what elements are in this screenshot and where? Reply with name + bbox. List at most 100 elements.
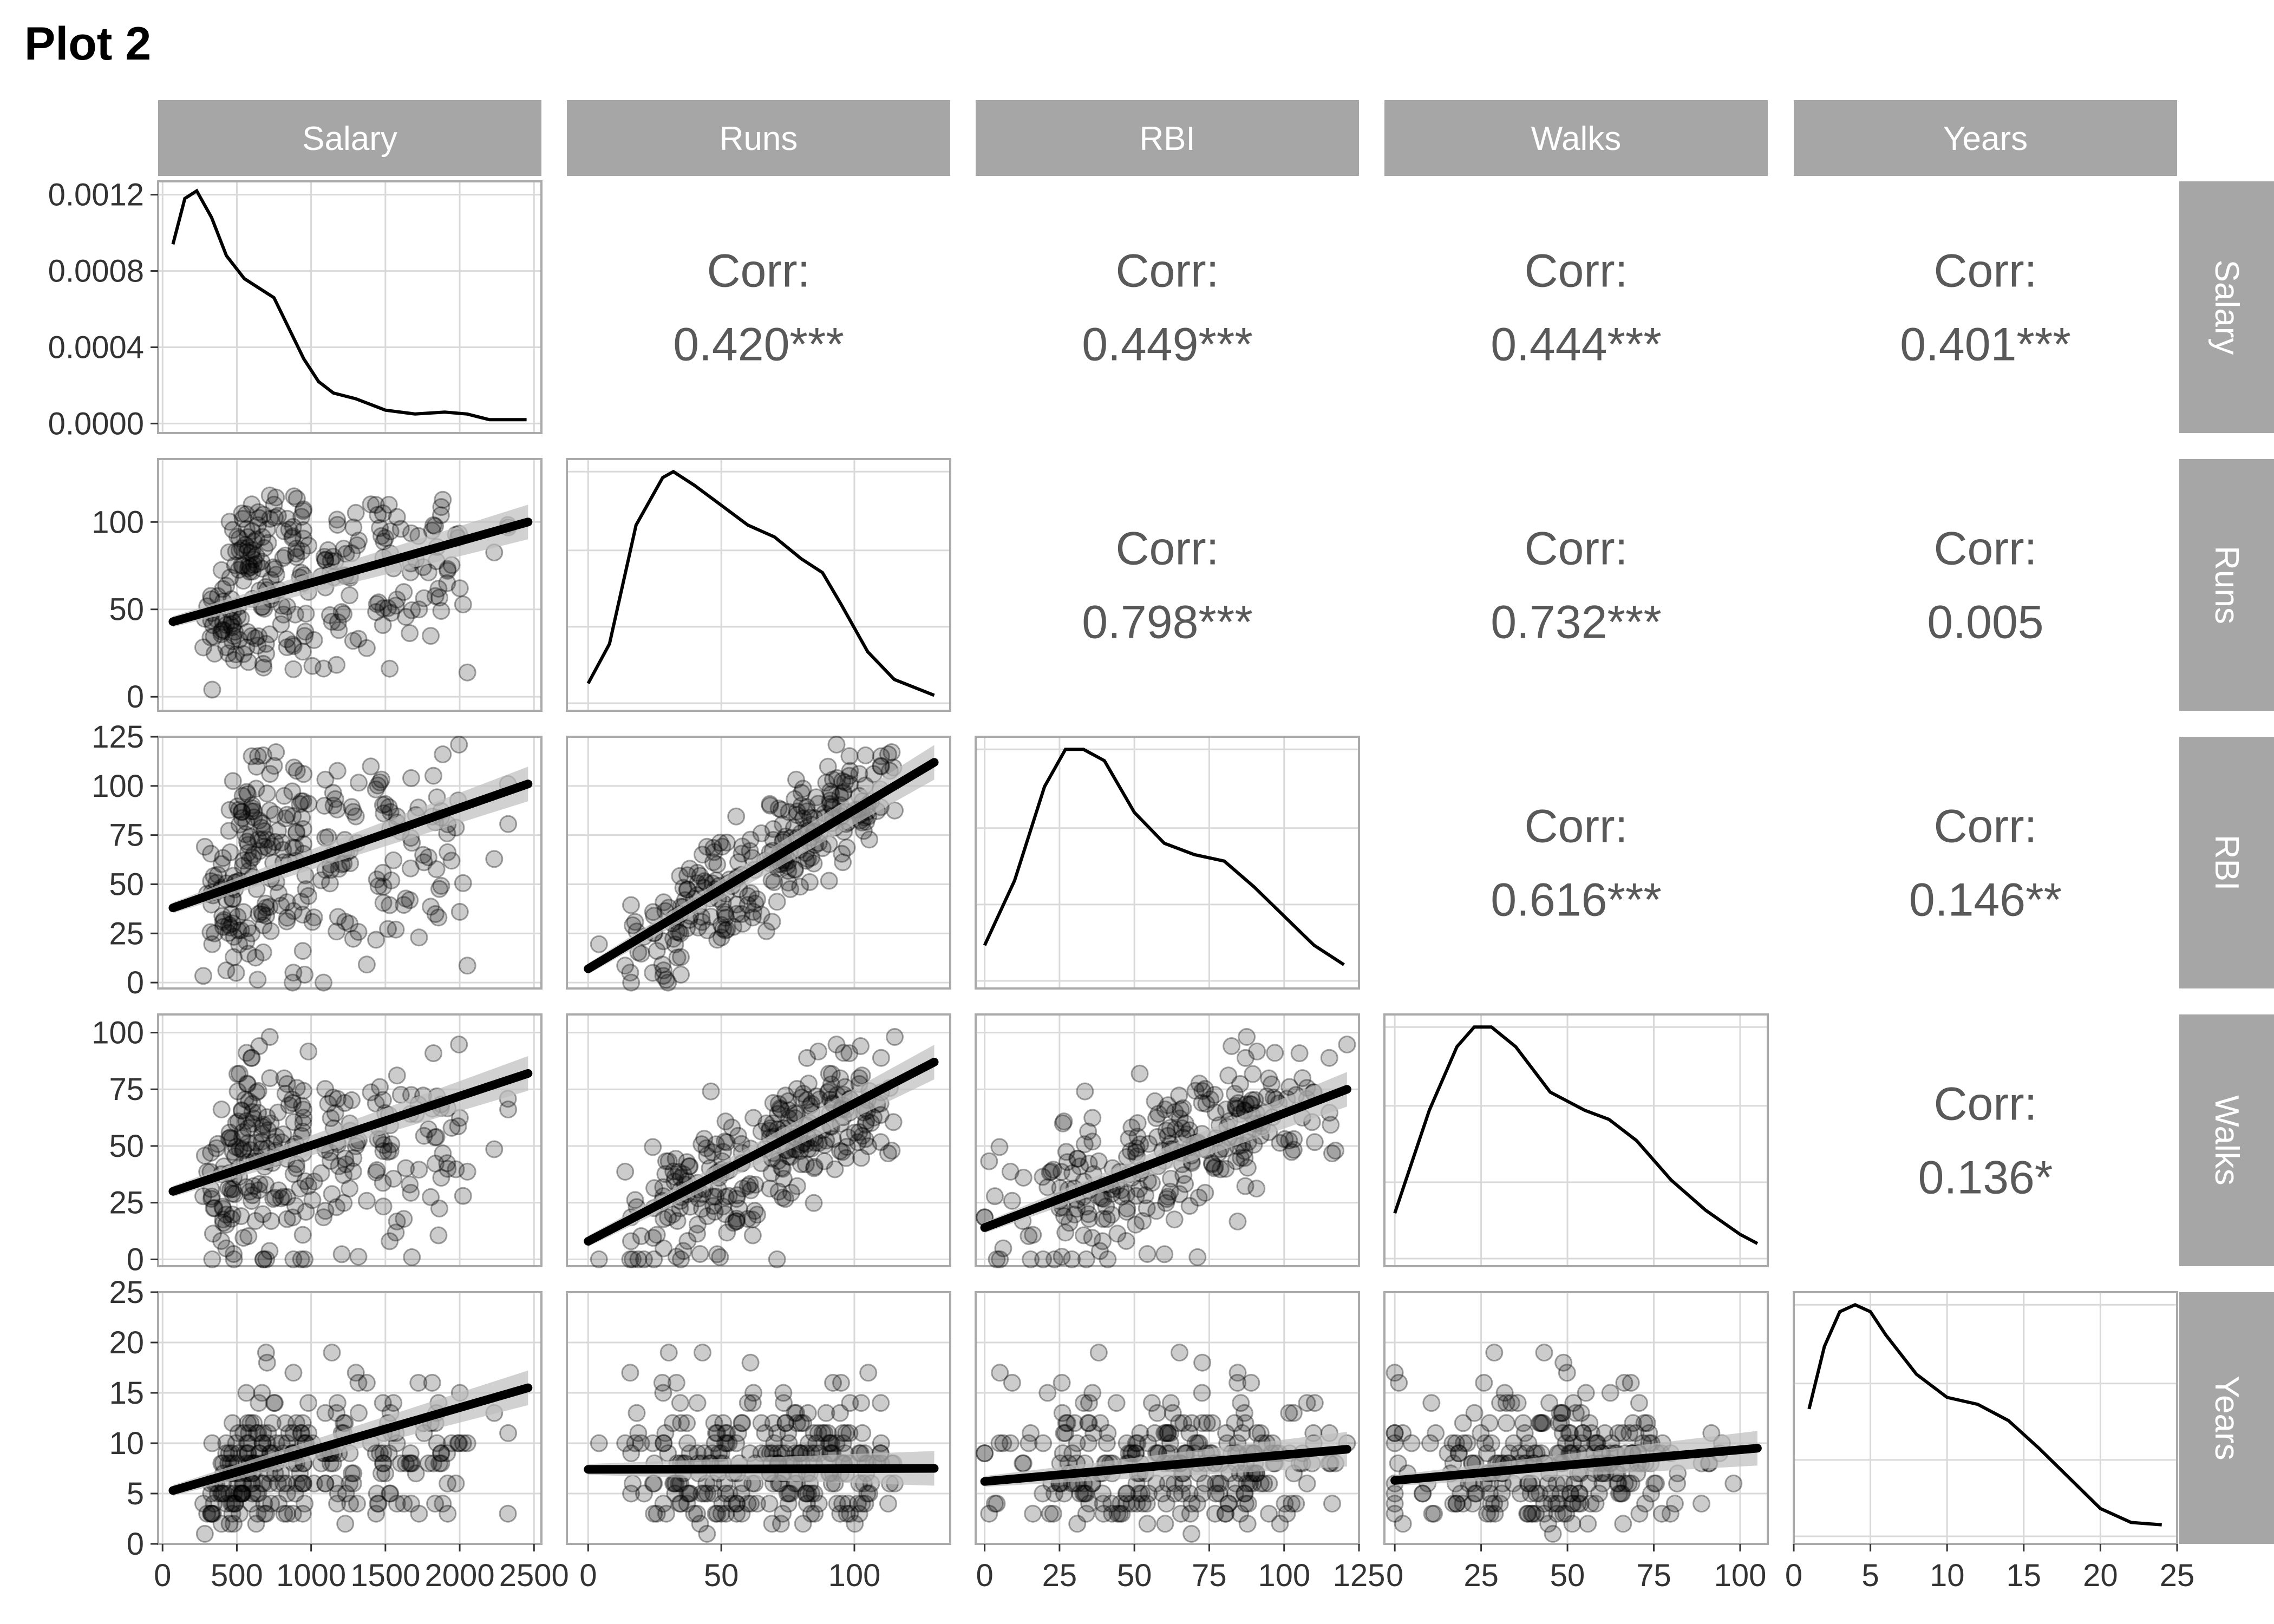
panel-rbi-walks: Corr:0.616*** <box>1491 801 1662 926</box>
scatter-point <box>275 1474 293 1492</box>
scatter-point <box>250 1181 268 1200</box>
scatter-point <box>439 1160 457 1178</box>
panel-walks-walks <box>1383 1013 1769 1267</box>
x-axis-walks: 0 25 50 75 100 <box>1386 1544 1766 1593</box>
scatter-point <box>1052 1163 1070 1181</box>
scatter-point <box>822 785 840 803</box>
scatter-point <box>238 1075 256 1093</box>
scatter-point <box>432 1444 450 1463</box>
scatter-point <box>621 1364 639 1382</box>
scatter-point <box>1472 1424 1490 1442</box>
scatter-point <box>1413 1484 1432 1503</box>
scatter-point <box>788 806 806 824</box>
scatter-point <box>237 638 256 657</box>
scatter-point <box>347 503 365 522</box>
scatter-point <box>229 1424 247 1442</box>
scatter-point <box>809 1424 827 1442</box>
scatter-point <box>849 1495 867 1513</box>
scatter-point <box>205 867 223 885</box>
x-tick-label: 100 <box>1258 1558 1310 1593</box>
strip-top-label: RBI <box>1139 120 1195 158</box>
scatter-point <box>741 1353 760 1372</box>
scatter-point <box>247 547 265 565</box>
scatter-point <box>249 1484 267 1503</box>
scatter-point <box>1128 1114 1147 1132</box>
scatter-point <box>1394 1424 1412 1442</box>
scatter-point <box>223 1184 241 1203</box>
scatter-point <box>212 623 231 641</box>
scatter-point <box>730 1200 748 1217</box>
scatter-point <box>336 1094 354 1112</box>
scatter-point <box>883 743 901 761</box>
scatter-point <box>367 1094 385 1112</box>
scatter-point <box>349 630 368 648</box>
scatter-point <box>1293 1069 1312 1088</box>
panel-border <box>566 1013 951 1267</box>
scatter-point <box>284 839 302 857</box>
corr-value: 0.616*** <box>1491 874 1662 926</box>
scatter-point <box>788 1414 806 1432</box>
scatter-point <box>792 1089 811 1107</box>
scatter-point <box>284 1208 302 1227</box>
regression-line <box>980 1085 1351 1232</box>
corr-value: 0.732*** <box>1491 597 1662 649</box>
scatter-point <box>659 1152 678 1170</box>
scatter-point <box>1077 1484 1095 1503</box>
scatter-point <box>215 621 233 640</box>
scatter-point <box>228 1082 247 1101</box>
y-tick-label: 75 <box>109 818 144 853</box>
scatter-point <box>1305 1394 1324 1412</box>
scatter-point <box>267 1128 285 1146</box>
scatter-point <box>449 1117 467 1136</box>
scatter-point <box>247 757 266 776</box>
x-tick-label: 5 <box>1861 1558 1879 1593</box>
scatter-point <box>802 848 821 867</box>
scatter-point <box>985 1187 1004 1206</box>
scatter-point <box>1280 1404 1298 1422</box>
scatter-point <box>850 1123 868 1141</box>
scatter-point <box>1045 1484 1064 1503</box>
scatter-point <box>705 1203 724 1221</box>
scatter-point <box>685 1504 703 1523</box>
scatter-point <box>1231 1075 1250 1093</box>
scatter-point <box>403 1248 421 1266</box>
scatter-point <box>802 1140 820 1158</box>
scatter-point <box>742 1181 760 1200</box>
corr-value: 0.798*** <box>1082 597 1253 649</box>
scatter-point <box>293 1226 312 1244</box>
scatter-point <box>1176 1114 1194 1132</box>
scatter-point <box>234 1424 253 1442</box>
scatter-point <box>1186 1082 1205 1100</box>
scatter-point <box>664 929 683 948</box>
scatter-point <box>1532 1414 1550 1432</box>
scatter-point <box>1041 1163 1059 1182</box>
scatter-point <box>287 823 306 841</box>
scatter-point <box>1094 1495 1112 1513</box>
scatter-point <box>217 1206 236 1224</box>
scatter-point <box>654 967 672 985</box>
scatter-point <box>1058 1153 1076 1171</box>
scatter-point <box>247 530 266 548</box>
scatter-point <box>792 1414 810 1432</box>
scatter-point <box>217 961 236 980</box>
scatter-point <box>743 1394 762 1412</box>
scatter-point <box>344 1464 363 1483</box>
scatter-point <box>208 1484 227 1503</box>
scatter-point <box>794 1084 813 1103</box>
scatter-point <box>230 541 249 560</box>
scatter-point <box>656 1424 675 1442</box>
scatter-point <box>1242 1373 1260 1392</box>
scatter-point <box>217 616 236 634</box>
scatter-point <box>1481 1484 1499 1503</box>
scatter-point <box>1229 1364 1247 1382</box>
scatter-point <box>1118 1495 1135 1513</box>
scatter-point <box>294 1474 312 1492</box>
scatter-point <box>229 1112 247 1131</box>
scatter-point <box>316 770 335 789</box>
scatter-point <box>799 1484 817 1503</box>
scatter-point <box>415 589 433 607</box>
scatter-point <box>284 527 302 546</box>
scatter-point <box>1547 1495 1565 1513</box>
density-curve <box>1393 1025 1759 1245</box>
scatter-point <box>1134 1495 1152 1513</box>
